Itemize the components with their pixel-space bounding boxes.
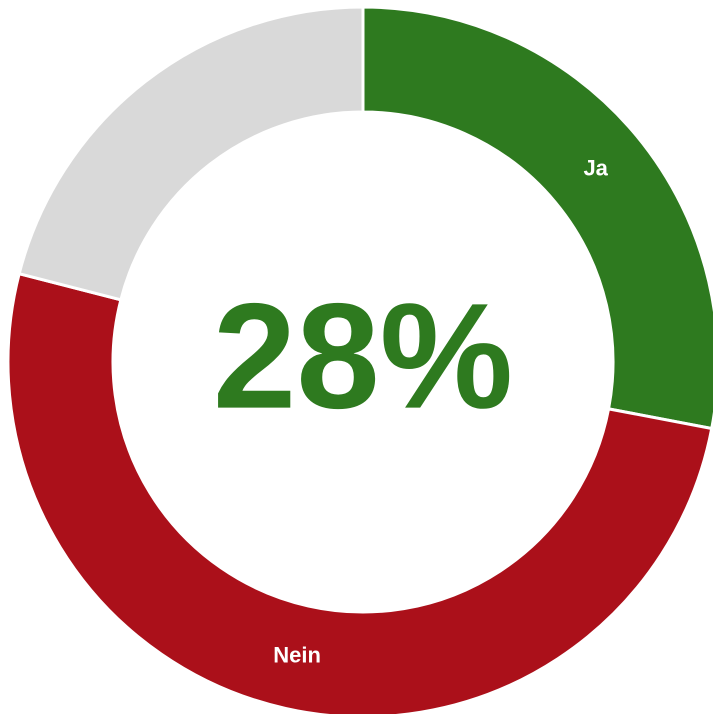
slice — [361, 5, 713, 431]
slice-label: Ja — [583, 155, 608, 180]
slice — [17, 5, 365, 302]
slice-label: Nein — [273, 643, 321, 668]
slices — [6, 5, 713, 714]
slice — [6, 271, 713, 714]
center-label: 28% — [213, 272, 513, 440]
